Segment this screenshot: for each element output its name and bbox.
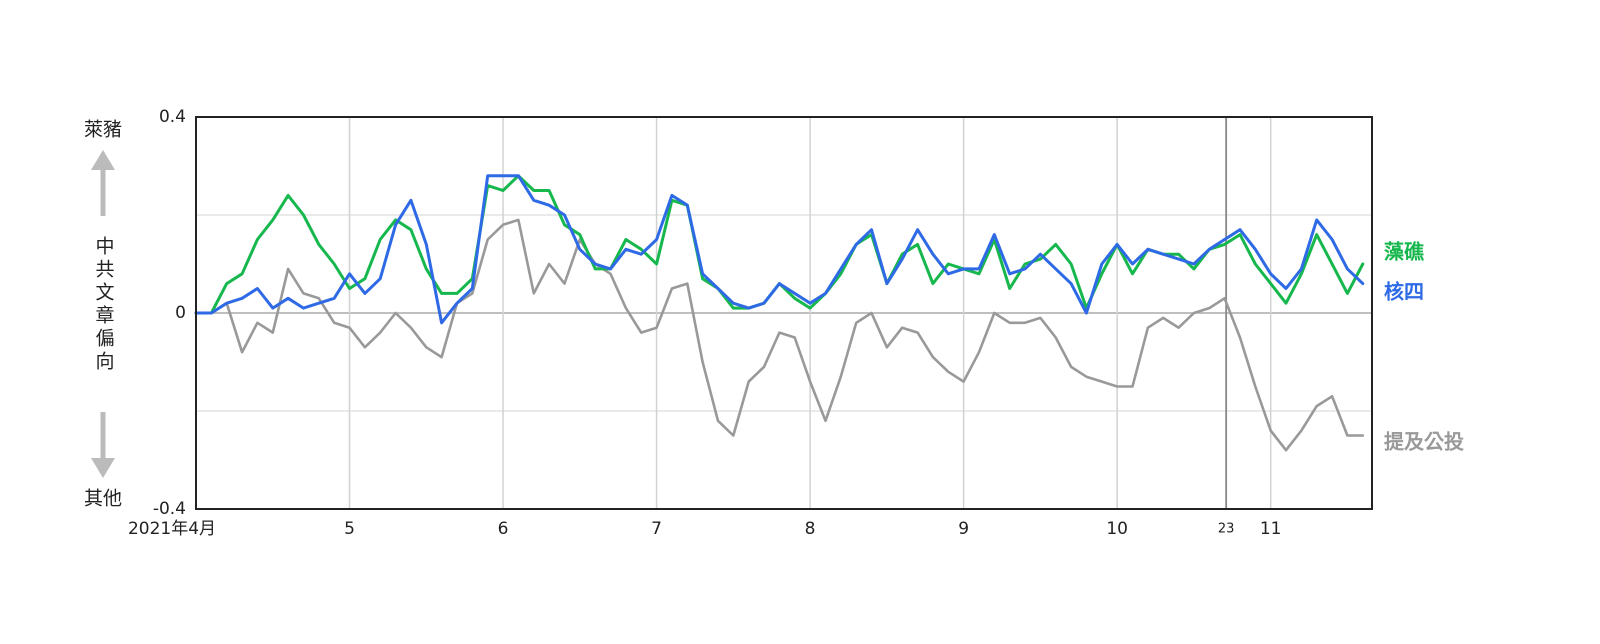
y-tick-label: -0.4 [153,499,186,519]
x-tick-label: 5 [344,519,355,539]
x-tick-label: 9 [958,519,969,539]
x-tick-label: 6 [498,519,509,539]
series-line [194,218,1365,452]
legend-label: 藻礁 [1384,240,1424,264]
y-label: 中共文章偏向 [93,236,115,374]
lines [194,174,1365,452]
x-tick-label: 7 [651,519,662,539]
arrow-up [91,150,115,216]
legend-label: 核四 [1384,280,1424,304]
x-tick-label: 10 [1106,519,1128,539]
y-tick-label: 0 [175,303,186,323]
legend-label: 提及公投 [1384,430,1464,454]
arrow-down [91,412,115,478]
x-tick-label: 8 [805,519,816,539]
series-line [194,174,1365,325]
x-tick-label: 11 [1260,519,1282,539]
y-label-top: 萊豬 [84,119,122,141]
x-tick-label: 23 [1218,522,1235,537]
y-tick-label: 0.4 [159,107,186,127]
y-label-bottom: 其他 [84,488,122,510]
plot-frame [195,116,1373,510]
series-line [194,174,1365,315]
x-tick-label: 2021年4月 [128,519,216,539]
